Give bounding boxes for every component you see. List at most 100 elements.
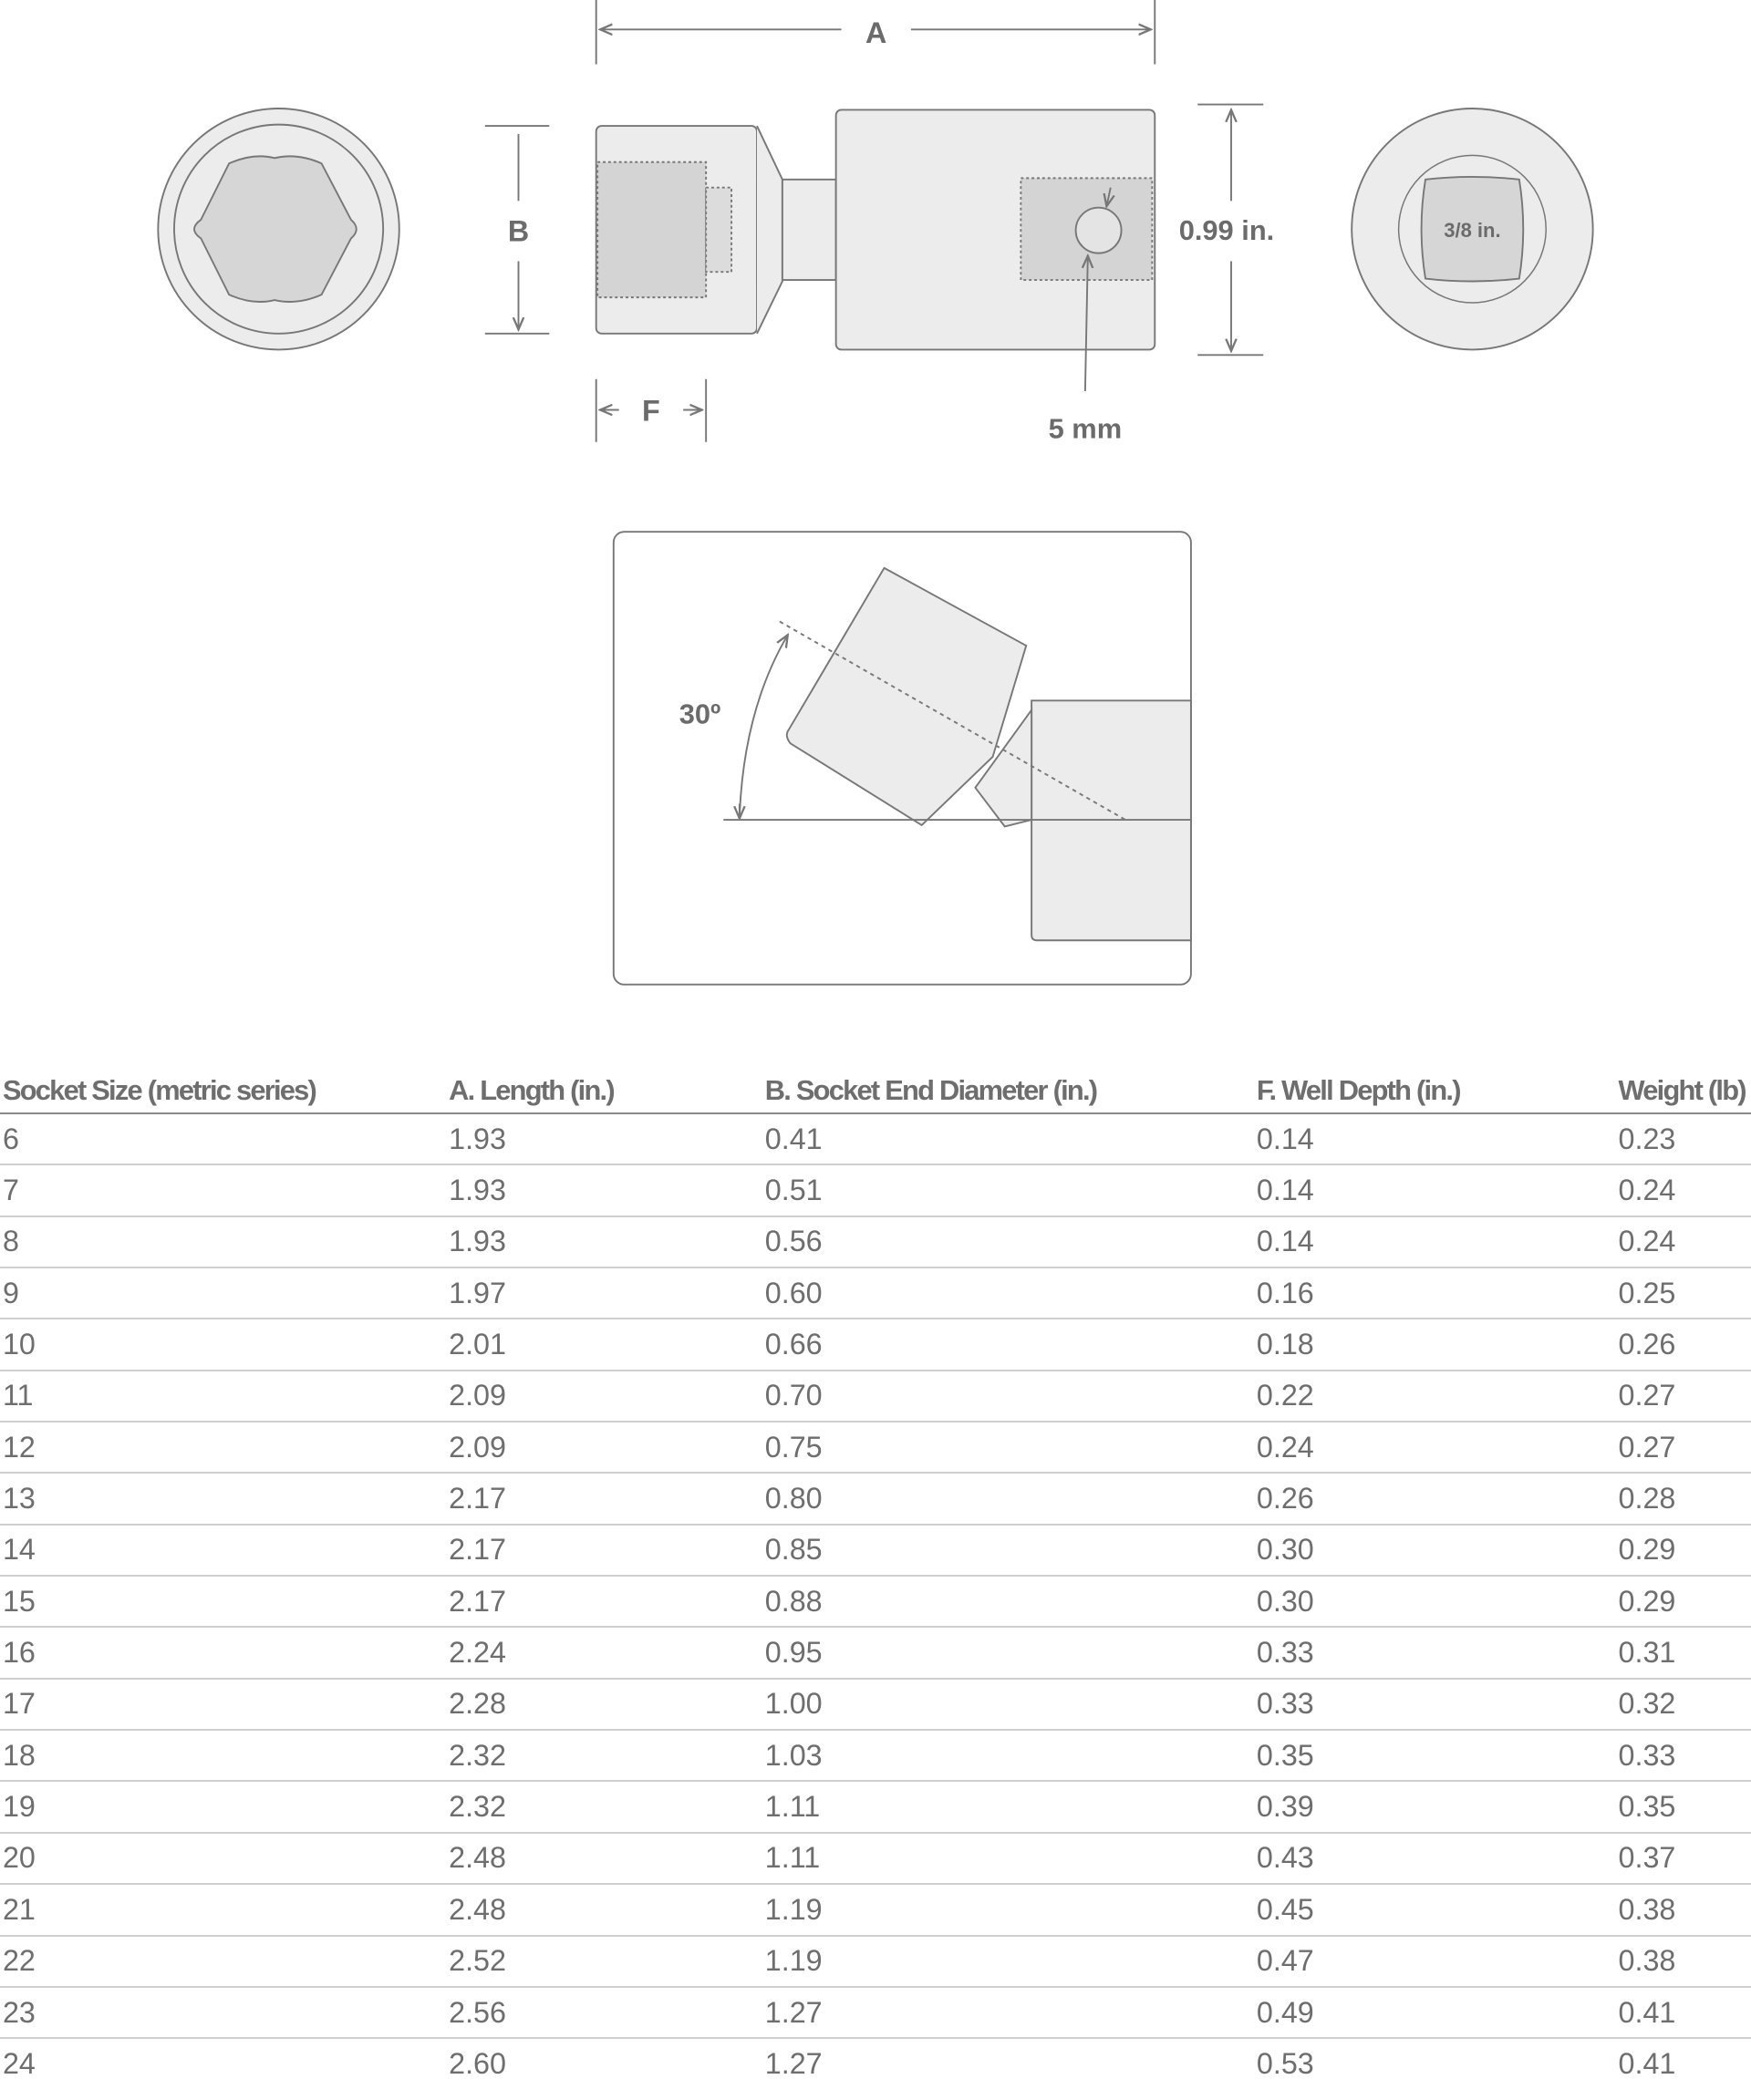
table-cell: 1.27 bbox=[762, 1986, 1254, 2040]
table-cell: 14 bbox=[0, 1524, 447, 1578]
drive-end-view bbox=[1351, 108, 1594, 351]
table-cell: 0.35 bbox=[1615, 1781, 1751, 1834]
table-cell: 0.30 bbox=[1253, 1524, 1616, 1578]
table-cell: 0.22 bbox=[1253, 1370, 1616, 1423]
table-cell: 0.49 bbox=[1253, 1986, 1616, 2040]
header-socket-size: Socket Size (metric series) bbox=[0, 1066, 447, 1115]
table-row: 8 1.93 0.56 0.14 0.24 bbox=[0, 1216, 1751, 1269]
table-cell: 2.09 bbox=[446, 1422, 762, 1474]
table-row: 6 1.93 0.41 0.14 0.23 bbox=[0, 1113, 1751, 1166]
table-cell: 0.41 bbox=[1615, 1986, 1751, 2040]
table-row: 9 1.97 0.60 0.16 0.25 bbox=[0, 1267, 1751, 1320]
table-cell: 0.35 bbox=[1253, 1730, 1616, 1783]
table-cell: 0.41 bbox=[762, 1113, 1254, 1166]
table-cell: 2.32 bbox=[446, 1781, 762, 1834]
table-cell: 0.27 bbox=[1615, 1370, 1751, 1423]
table-cell: 2.32 bbox=[446, 1730, 762, 1783]
table-cell: 20 bbox=[0, 1832, 447, 1886]
table-row: 12 2.09 0.75 0.24 0.27 bbox=[0, 1422, 1751, 1474]
table-cell: 23 bbox=[0, 1986, 447, 2040]
table-cell: 1.93 bbox=[446, 1216, 762, 1269]
table-row: 20 2.48 1.11 0.43 0.37 bbox=[0, 1832, 1751, 1886]
table-row: 16 2.24 0.95 0.33 0.31 bbox=[0, 1627, 1751, 1680]
pin-size-label: 5 mm bbox=[1049, 412, 1123, 444]
table-row: 7 1.93 0.51 0.14 0.24 bbox=[0, 1164, 1751, 1217]
table-cell: 0.30 bbox=[1253, 1576, 1616, 1629]
dimension-b-label: B bbox=[508, 214, 529, 247]
table-cell: 0.33 bbox=[1615, 1730, 1751, 1783]
table-row: 21 2.48 1.19 0.45 0.38 bbox=[0, 1884, 1751, 1937]
table-cell: 0.23 bbox=[1615, 1113, 1751, 1166]
table-cell: 21 bbox=[0, 1884, 447, 1937]
table-cell: 0.51 bbox=[762, 1164, 1254, 1217]
table-cell: 0.18 bbox=[1253, 1319, 1616, 1371]
table-cell: 1.97 bbox=[446, 1267, 762, 1320]
table-cell: 1.19 bbox=[762, 1935, 1254, 1988]
table-cell: 0.85 bbox=[762, 1524, 1254, 1578]
table-cell: 0.38 bbox=[1615, 1884, 1751, 1937]
table-cell: 2.09 bbox=[446, 1370, 762, 1423]
table-cell: 0.32 bbox=[1615, 1678, 1751, 1732]
table-row: 24 2.60 1.27 0.53 0.41 bbox=[0, 2038, 1751, 2088]
table-cell: 2.28 bbox=[446, 1678, 762, 1732]
table-cell: 18 bbox=[0, 1730, 447, 1783]
table-row: 22 2.52 1.19 0.47 0.38 bbox=[0, 1935, 1751, 1988]
table-cell: 24 bbox=[2, 2046, 36, 2080]
table-cell: 1.11 bbox=[762, 1781, 1254, 1834]
table-cell: 0.53 bbox=[1256, 2046, 1314, 2080]
table-cell: 0.39 bbox=[1253, 1781, 1616, 1834]
table-cell: 2.24 bbox=[446, 1627, 762, 1680]
dimension-f-label: F bbox=[642, 394, 660, 427]
table-cell: 0.75 bbox=[762, 1422, 1254, 1474]
table-cell: 11 bbox=[0, 1370, 447, 1423]
table-cell: 0.14 bbox=[1253, 1216, 1616, 1269]
spec-table: Socket Size (metric series) A. Length (i… bbox=[0, 1066, 1751, 2088]
table-cell: 0.26 bbox=[1615, 1319, 1751, 1371]
table-cell: 2.60 bbox=[449, 2046, 506, 2080]
table-cell: 2.17 bbox=[446, 1524, 762, 1578]
table-cell: 0.26 bbox=[1253, 1473, 1616, 1526]
table-cell: 16 bbox=[0, 1627, 447, 1680]
dimension-a-label: A bbox=[865, 16, 886, 49]
table-cell: 2.48 bbox=[446, 1884, 762, 1937]
table-row: 10 2.01 0.66 0.18 0.26 bbox=[0, 1319, 1751, 1371]
table-cell: 10 bbox=[0, 1319, 447, 1371]
table-cell: 2.01 bbox=[446, 1319, 762, 1371]
table-row: 18 2.32 1.03 0.35 0.33 bbox=[0, 1730, 1751, 1783]
table-row: 14 2.17 0.85 0.30 0.29 bbox=[0, 1524, 1751, 1578]
header-weight: Weight (lb) bbox=[1615, 1066, 1751, 1115]
table-cell: 0.43 bbox=[1253, 1832, 1616, 1886]
table-cell: 1.93 bbox=[446, 1164, 762, 1217]
table-cell: 2.48 bbox=[446, 1832, 762, 1886]
table-cell: 1.00 bbox=[762, 1678, 1254, 1732]
table-cell: 0.66 bbox=[762, 1319, 1254, 1371]
header-well-depth: F. Well Depth (in.) bbox=[1253, 1066, 1616, 1115]
table-cell: 9 bbox=[0, 1267, 447, 1320]
table-cell: 0.56 bbox=[762, 1216, 1254, 1269]
table-cell: 0.47 bbox=[1253, 1935, 1616, 1988]
table-row: 19 2.32 1.11 0.39 0.35 bbox=[0, 1781, 1751, 1834]
table-cell: 0.41 bbox=[1618, 2046, 1676, 2080]
table-cell: 1.93 bbox=[446, 1113, 762, 1166]
table-cell: 0.80 bbox=[762, 1473, 1254, 1526]
table-cell: 19 bbox=[0, 1781, 447, 1834]
table-cell: 0.14 bbox=[1253, 1164, 1616, 1217]
table-cell: 17 bbox=[0, 1678, 447, 1732]
table-cell: 0.45 bbox=[1253, 1884, 1616, 1937]
table-cell: 15 bbox=[0, 1576, 447, 1629]
table-cell: 0.28 bbox=[1615, 1473, 1751, 1526]
socket-end-view bbox=[157, 108, 400, 351]
drive-size-label: 3/8 in. bbox=[1444, 219, 1500, 242]
table-cell: 1.03 bbox=[762, 1730, 1254, 1783]
table-cell: 0.24 bbox=[1253, 1422, 1616, 1474]
table-cell: 12 bbox=[0, 1422, 447, 1474]
table-row: 11 2.09 0.70 0.22 0.27 bbox=[0, 1370, 1751, 1423]
table-cell: 0.37 bbox=[1615, 1832, 1751, 1886]
table-cell: 2.56 bbox=[446, 1986, 762, 2040]
table-cell: 1.27 bbox=[764, 2046, 823, 2080]
table-cell: 7 bbox=[0, 1164, 447, 1217]
table-cell: 0.95 bbox=[762, 1627, 1254, 1680]
socket-diagram: A B F 0.99 in. 5 mm 3/8 in. 30º bbox=[157, 0, 1594, 986]
table-cell: 1.19 bbox=[762, 1884, 1254, 1937]
